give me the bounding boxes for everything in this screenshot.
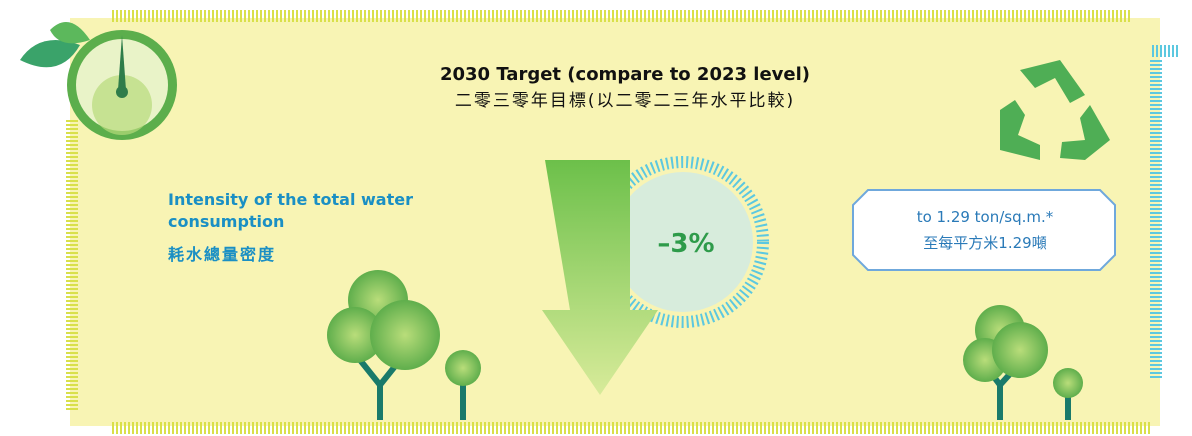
circle (613, 172, 753, 312)
trees-left (327, 270, 481, 420)
title: 2030 Target (compare to 2023 level) (440, 64, 810, 85)
metric-name: Intensity of the total water consumption (168, 190, 413, 231)
down-arrow (542, 160, 658, 395)
target-text: to 1.29 ton/sq.m.* (917, 208, 1054, 226)
gauge-icon (20, 22, 177, 140)
border-left (66, 120, 78, 410)
border-bottom (110, 422, 1150, 434)
border-top (110, 10, 1130, 22)
trees-right (963, 305, 1083, 420)
border-right (1150, 60, 1162, 380)
metric-name-zh: 耗水總量密度 (168, 245, 276, 264)
subtitle: 二零三零年目標(以二零二三年水平比較) (455, 91, 795, 111)
border-right-tab (1150, 45, 1180, 57)
change-value: –3% (657, 229, 714, 259)
target-box (852, 189, 1116, 271)
target-text-zh: 至每平方米1.29噸 (923, 234, 1046, 252)
recycle-icon (1000, 60, 1110, 160)
